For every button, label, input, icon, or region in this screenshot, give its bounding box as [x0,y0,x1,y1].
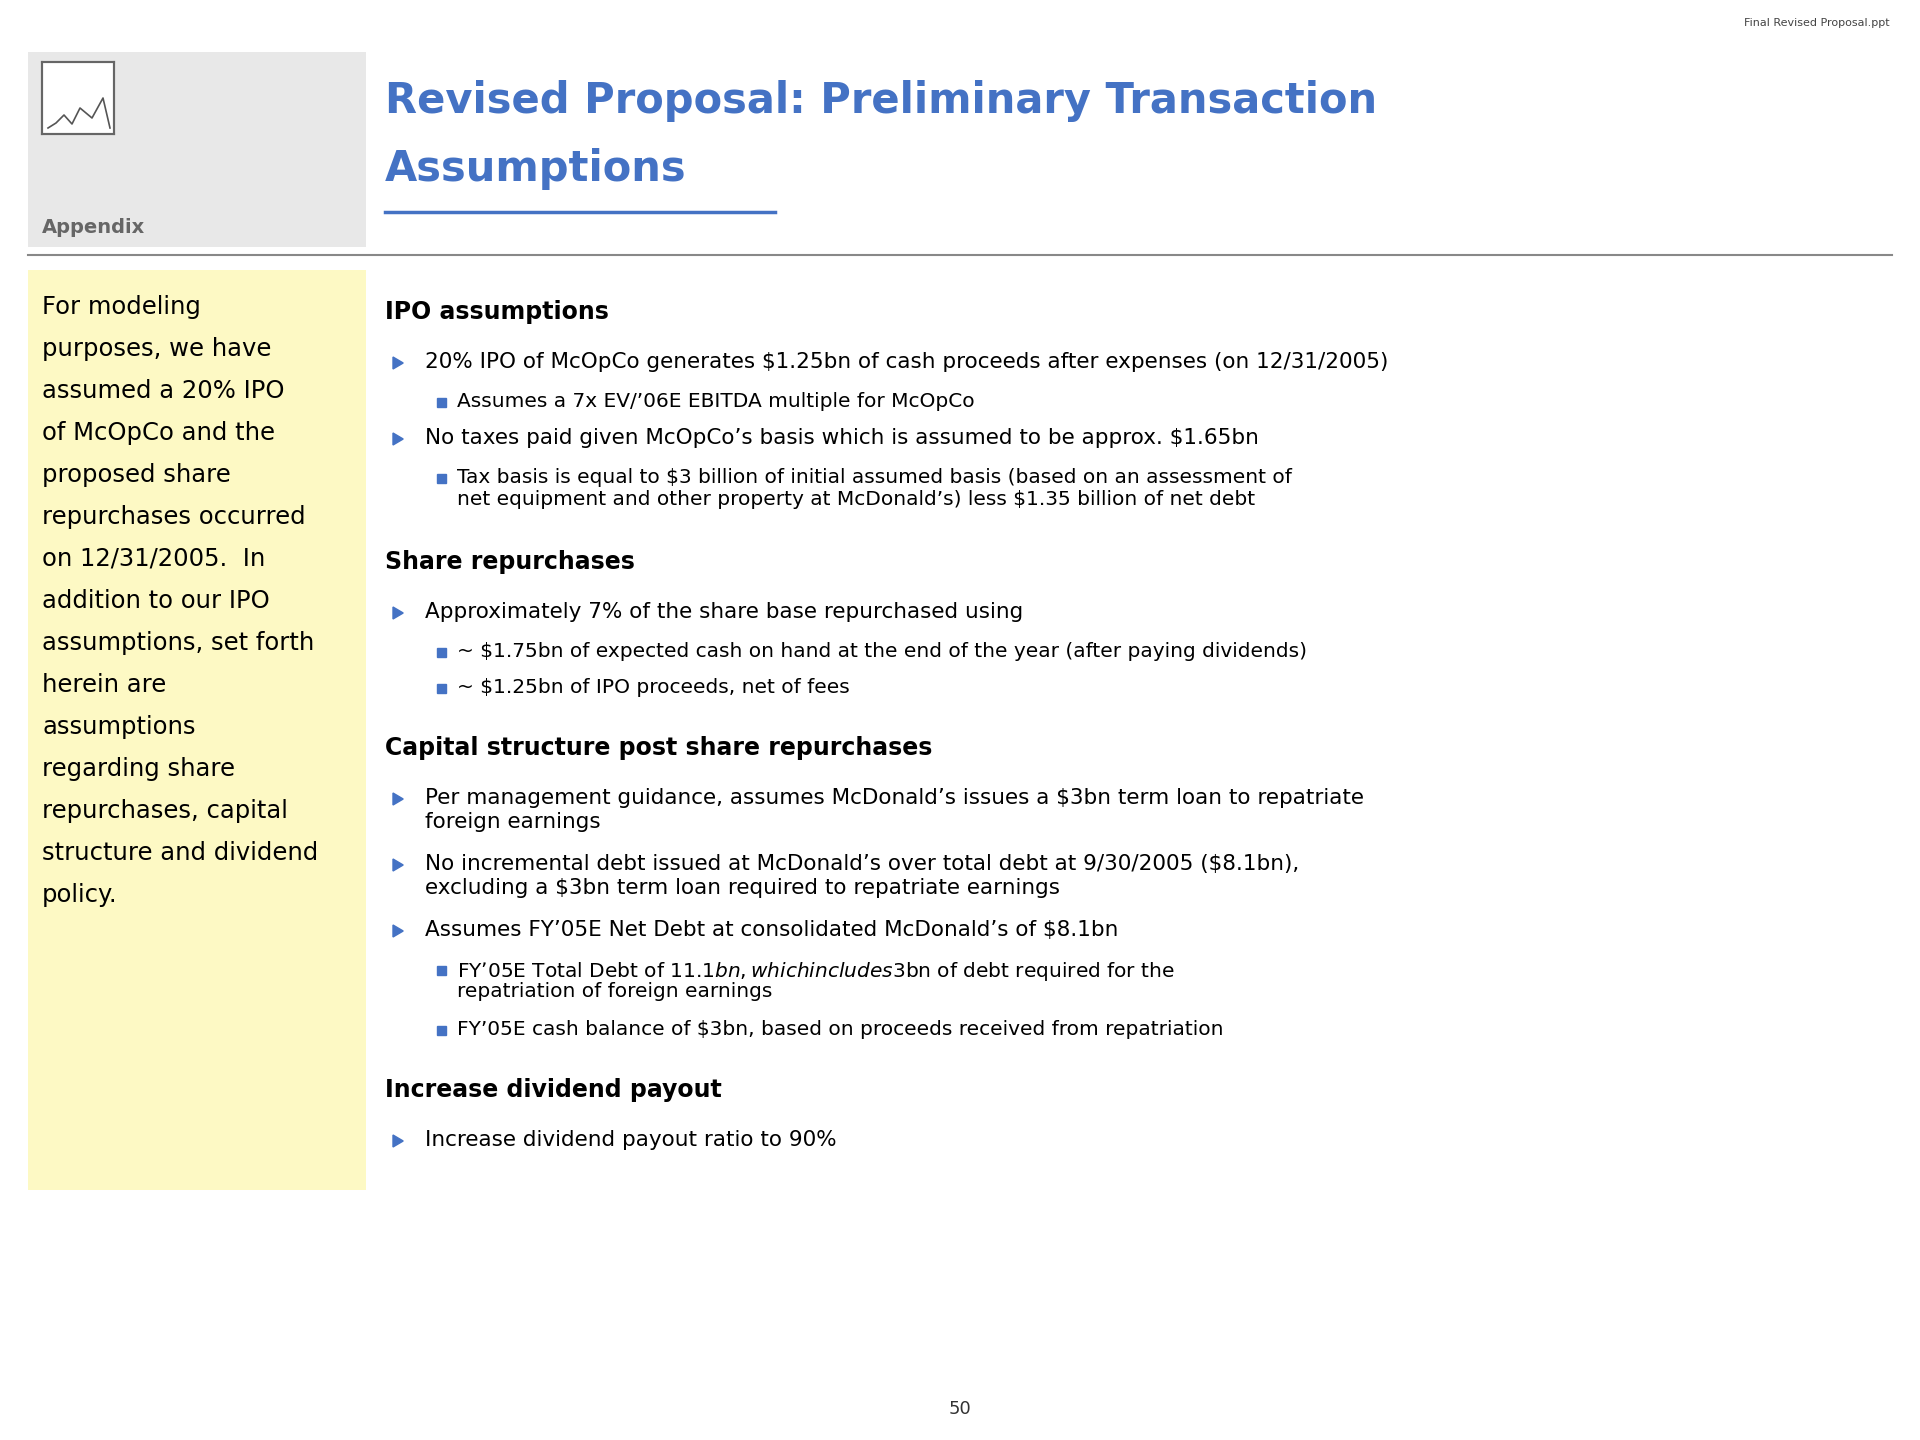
Bar [29,52,367,248]
Text: excluding a $3bn term loan required to repatriate earnings: excluding a $3bn term loan required to r… [424,878,1060,899]
Polygon shape [394,860,403,871]
Text: Share repurchases: Share repurchases [386,550,636,575]
Text: repurchases occurred: repurchases occurred [42,505,305,528]
Text: 20% IPO of McOpCo generates $1.25bn of cash proceeds after expenses (on 12/31/20: 20% IPO of McOpCo generates $1.25bn of c… [424,351,1388,372]
Text: Increase dividend payout: Increase dividend payout [386,1079,722,1102]
Bar [438,648,445,657]
Text: Approximately 7% of the share base repurchased using: Approximately 7% of the share base repur… [424,602,1023,622]
Text: ~ $1.75bn of expected cash on hand at the end of the year (after paying dividend: ~ $1.75bn of expected cash on hand at th… [457,642,1308,661]
Text: herein are: herein are [42,672,167,697]
Bar [438,1025,445,1034]
Text: policy.: policy. [42,883,117,907]
Text: Per management guidance, assumes McDonald’s issues a $3bn term loan to repatriat: Per management guidance, assumes McDonal… [424,788,1363,808]
Text: Appendix: Appendix [42,217,146,238]
Text: No incremental debt issued at McDonald’s over total debt at 9/30/2005 ($8.1bn),: No incremental debt issued at McDonald’s… [424,854,1300,874]
Text: Revised Proposal: Preliminary Transaction: Revised Proposal: Preliminary Transactio… [386,81,1377,122]
Text: FY’05E cash balance of $3bn, based on proceeds received from repatriation: FY’05E cash balance of $3bn, based on pr… [457,1020,1223,1040]
Text: assumed a 20% IPO: assumed a 20% IPO [42,379,284,403]
Text: FY’05E Total Debt of $11.1bn, which includes $3bn of debt required for the: FY’05E Total Debt of $11.1bn, which incl… [457,960,1175,984]
Text: Assumes a 7x EV/’06E EBITDA multiple for McOpCo: Assumes a 7x EV/’06E EBITDA multiple for… [457,392,975,410]
Bar [438,474,445,482]
Text: Tax basis is equal to $3 billion of initial assumed basis (based on an assessmen: Tax basis is equal to $3 billion of init… [457,468,1292,487]
Text: Capital structure post share repurchases: Capital structure post share repurchases [386,736,933,760]
Text: regarding share: regarding share [42,757,234,780]
Text: foreign earnings: foreign earnings [424,812,601,832]
Text: repatriation of foreign earnings: repatriation of foreign earnings [457,982,772,1001]
Text: IPO assumptions: IPO assumptions [386,300,609,324]
Text: For modeling: For modeling [42,295,202,320]
Text: on 12/31/2005.  In: on 12/31/2005. In [42,547,265,572]
Text: structure and dividend: structure and dividend [42,841,319,865]
Text: assumptions, set forth: assumptions, set forth [42,631,315,655]
Bar [438,965,445,975]
Text: addition to our IPO: addition to our IPO [42,589,269,613]
Bar [438,397,445,406]
Polygon shape [394,608,403,619]
Text: proposed share: proposed share [42,464,230,487]
Text: Increase dividend payout ratio to 90%: Increase dividend payout ratio to 90% [424,1130,837,1151]
Text: net equipment and other property at McDonald’s) less $1.35 billion of net debt: net equipment and other property at McDo… [457,491,1256,510]
Bar [29,271,367,1189]
Text: of McOpCo and the: of McOpCo and the [42,420,275,445]
Bar [438,684,445,693]
Text: ~ $1.25bn of IPO proceeds, net of fees: ~ $1.25bn of IPO proceeds, net of fees [457,678,851,697]
Text: No taxes paid given McOpCo’s basis which is assumed to be approx. $1.65bn: No taxes paid given McOpCo’s basis which… [424,428,1260,448]
Polygon shape [394,433,403,445]
Text: Final Revised Proposal.ppt: Final Revised Proposal.ppt [1745,17,1889,27]
Text: 50: 50 [948,1400,972,1418]
Polygon shape [394,793,403,805]
Text: repurchases, capital: repurchases, capital [42,799,288,824]
Bar [42,62,113,134]
Text: assumptions: assumptions [42,716,196,739]
Text: Assumptions: Assumptions [386,148,687,190]
Polygon shape [394,1135,403,1148]
Text: purposes, we have: purposes, we have [42,337,271,361]
Text: Assumes FY’05E Net Debt at consolidated McDonald’s of $8.1bn: Assumes FY’05E Net Debt at consolidated … [424,920,1117,940]
Polygon shape [394,924,403,937]
Polygon shape [394,357,403,369]
